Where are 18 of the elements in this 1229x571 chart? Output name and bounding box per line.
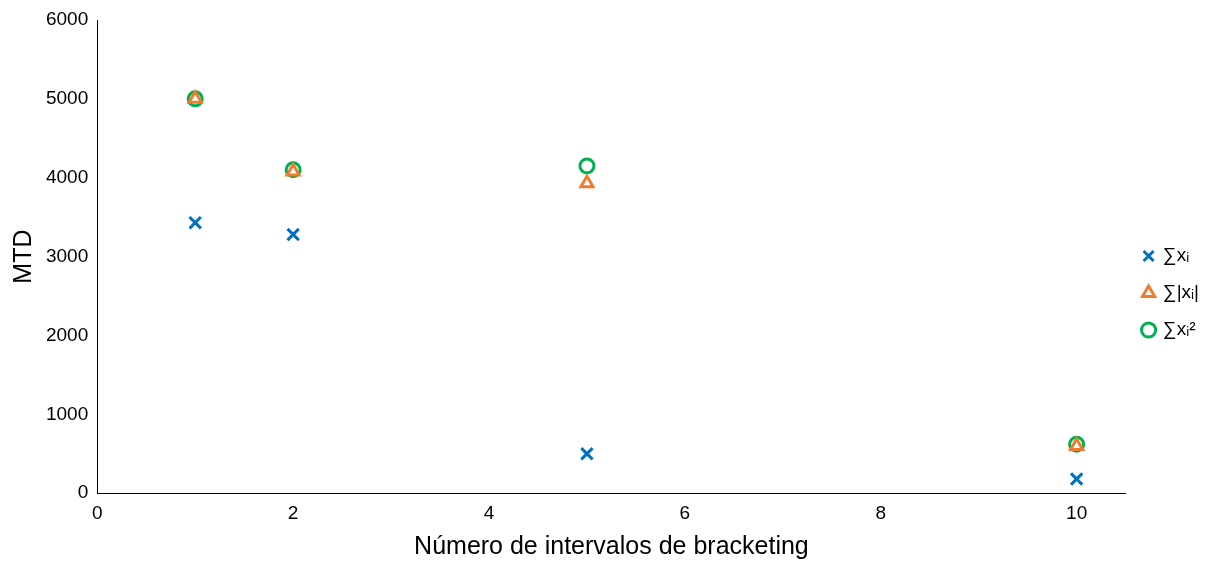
x-tick-label: 8 [875, 501, 887, 523]
legend-label: ∑xᵢ² [1163, 318, 1196, 341]
y-tick-label: 2000 [45, 323, 89, 345]
x-axis-title: Número de intervalos de bracketing [414, 530, 809, 559]
y-tick-label: 5000 [45, 87, 89, 109]
x-tick-label: 4 [483, 501, 495, 523]
y-tick-label: 1000 [45, 402, 89, 424]
y-tick-label: 6000 [45, 8, 89, 30]
x-tick-label: 10 [1066, 501, 1088, 523]
x-tick-label: 2 [287, 501, 299, 523]
y-tick-label: 0 [77, 481, 89, 503]
y-tick-label: 4000 [45, 165, 89, 187]
legend-label: ∑|xᵢ| [1163, 281, 1199, 304]
y-tick-label: 3000 [45, 244, 89, 266]
x-tick-label: 6 [679, 501, 691, 523]
x-tick-label: 0 [91, 501, 103, 523]
y-axis-title: MTD [7, 229, 36, 284]
legend-label: ∑xᵢ [1163, 244, 1190, 267]
